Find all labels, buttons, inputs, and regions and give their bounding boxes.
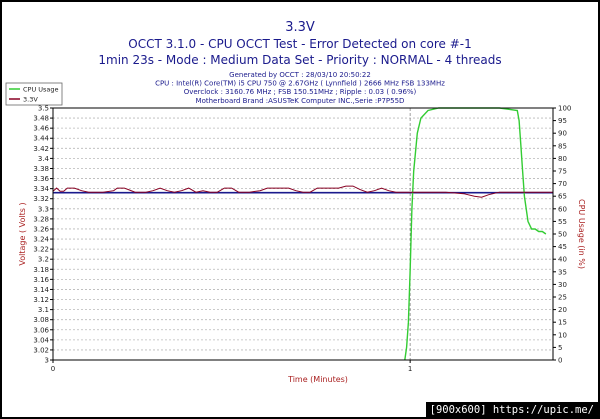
y-right-tick-label: 100 [558, 105, 571, 113]
chart-info-line: Overclock : 3160.76 MHz ; FSB 150.51MHz … [184, 88, 417, 96]
y-left-tick-label: 3.34 [33, 185, 49, 193]
y-right-tick-label: 90 [558, 130, 567, 138]
y-left-tick-label: 3.2 [38, 256, 49, 264]
y-right-tick-label: 95 [558, 117, 567, 125]
y-right-tick-label: 30 [558, 281, 567, 289]
y-right-tick-label: 0 [558, 357, 562, 365]
y-left-tick-label: 3.04 [33, 336, 49, 344]
plot-area [53, 108, 553, 360]
y-left-tick-label: 3.02 [33, 346, 49, 354]
legend-label: 3.3V [23, 96, 38, 104]
y-left-tick-label: 3 [45, 357, 49, 365]
y-left-tick-label: 3.14 [33, 286, 49, 294]
chart-subtitle: OCCT 3.1.0 - CPU OCCT Test - Error Detec… [128, 37, 471, 51]
y-left-tick-label: 3.36 [33, 175, 49, 183]
y-left-tick-label: 3.32 [33, 195, 49, 203]
y-left-tick-label: 3.3 [38, 205, 49, 213]
y-right-tick-label: 5 [558, 344, 562, 352]
y-right-tick-label: 80 [558, 155, 567, 163]
legend-label: CPU Usage [23, 86, 59, 94]
y-left-tick-label: 3.26 [33, 225, 49, 233]
y-right-tick-label: 10 [558, 331, 567, 339]
y-left-tick-label: 3.5 [38, 105, 49, 113]
y-right-tick-label: 85 [558, 142, 567, 150]
x-tick-label: 0 [51, 365, 55, 373]
y-left-tick-label: 3.28 [33, 215, 49, 223]
y-right-tick-label: 70 [558, 180, 567, 188]
y-right-tick-label: 15 [558, 319, 567, 327]
y-left-tick-label: 3.12 [33, 296, 49, 304]
y-right-tick-label: 45 [558, 243, 567, 251]
y-right-tick-label: 40 [558, 256, 567, 264]
chart-title: 3.3V [285, 20, 315, 35]
y-left-tick-label: 3.18 [33, 266, 49, 274]
y-right-tick-label: 25 [558, 294, 567, 302]
y-right-tick-label: 55 [558, 218, 567, 226]
y-left-axis-label: Voltage ( Volts ) [18, 202, 27, 265]
y-right-axis-label: CPU Usage (in %) [577, 199, 586, 269]
y-left-tick-label: 3.16 [33, 276, 49, 284]
watermark: [900x600] https://upic.me/ [425, 402, 598, 417]
y-left-tick-label: 3.06 [33, 326, 49, 334]
y-right-tick-label: 50 [558, 231, 567, 239]
y-right-tick-label: 65 [558, 193, 567, 201]
chart-subtitle: 1min 23s - Mode : Medium Data Set - Prio… [98, 53, 501, 67]
y-right-tick-label: 20 [558, 306, 567, 314]
y-left-tick-label: 3.08 [33, 316, 49, 324]
chart-info-line: Generated by OCCT : 28/03/10 20:50:22 [229, 71, 371, 79]
y-right-tick-label: 60 [558, 205, 567, 213]
y-left-tick-label: 3.48 [33, 115, 49, 123]
y-left-tick-label: 3.44 [33, 135, 49, 143]
y-right-tick-label: 35 [558, 268, 567, 276]
y-left-tick-label: 3.1 [38, 306, 49, 314]
x-axis-label: Time (Minutes) [287, 375, 348, 384]
y-left-tick-label: 3.4 [38, 155, 50, 163]
y-left-tick-label: 3.42 [33, 145, 49, 153]
y-left-tick-label: 3.22 [33, 246, 49, 254]
x-tick-label: 1 [408, 365, 412, 373]
chart-info-line: Motherboard Brand :ASUSTeK Computer INC.… [196, 97, 405, 105]
y-right-tick-label: 75 [558, 168, 567, 176]
y-left-tick-label: 3.46 [33, 125, 49, 133]
y-left-tick-label: 3.24 [33, 236, 49, 244]
series-line [52, 185, 553, 198]
chart-info-line: CPU : Intel(R) Core(TM) i5 CPU 750 @ 2.6… [155, 80, 445, 88]
plot-border [52, 107, 554, 361]
y-left-tick-label: 3.38 [33, 165, 49, 173]
